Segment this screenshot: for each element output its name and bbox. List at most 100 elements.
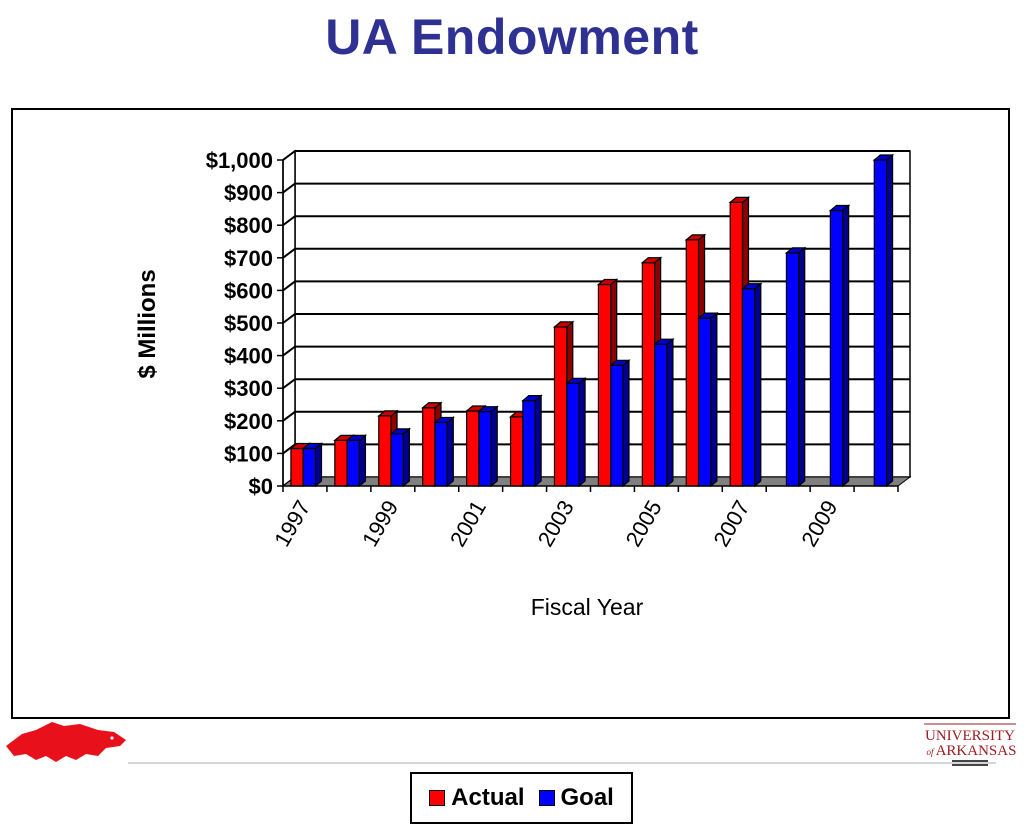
y-tick-label: $500 (224, 311, 273, 336)
x-tick-label: 2001 (445, 496, 491, 551)
bar-side-goal (798, 246, 806, 488)
legend-label-goal: Goal (560, 784, 614, 811)
x-tick-label: 1997 (269, 496, 315, 551)
y-tick-label: $0 (249, 474, 273, 499)
bar-side-goal (622, 359, 630, 488)
bar-side-goal (534, 394, 542, 488)
chart-frame: $ Millions Fiscal Year $0 $100 $200 $300 $40… (11, 108, 1010, 824)
bar-top-goal (872, 154, 895, 161)
legend-label-actual: Actual (451, 784, 525, 811)
ua-logo-text-of: of (926, 747, 935, 757)
bar-goal (873, 159, 888, 487)
bar-goal (741, 288, 756, 487)
bar-actual (685, 239, 700, 487)
bar-top-goal (784, 247, 807, 254)
legend-swatch-goal (538, 790, 555, 806)
bar-actual (378, 415, 392, 487)
bar-side-goal (842, 204, 850, 488)
bar-top-goal (609, 359, 631, 366)
ua-logo-text-top: UNIVERSITY (925, 728, 1015, 744)
bar-actual (729, 201, 744, 487)
y-tick-label: $200 (224, 409, 273, 434)
bar-actual (641, 262, 656, 487)
bar-side-goal (314, 442, 323, 488)
bar-goal (829, 209, 844, 487)
bar-goal (785, 252, 800, 487)
bar-side-goal (885, 153, 894, 488)
bar-top-goal (696, 312, 719, 319)
bar-top-actual (377, 410, 399, 417)
footer-rule (128, 762, 996, 764)
y-axis-title: $ Millions (134, 269, 161, 378)
y-tick-label: $1,000 (206, 148, 273, 173)
bar-top-goal (301, 442, 324, 450)
chart-svg: $ Millions Fiscal Year $0 $100 $200 $300 $40… (134, 148, 912, 620)
bar-goal (654, 343, 668, 487)
bar-top-actual (640, 257, 663, 264)
legend-swatch-actual (429, 790, 446, 806)
bar-top-goal (652, 338, 675, 345)
page-title: UA Endowment (325, 9, 699, 65)
x-tick-label: 2005 (621, 496, 667, 551)
x-tick-label: 2009 (796, 496, 842, 551)
legend-item-actual: Actual (429, 784, 525, 812)
bar-goal (610, 364, 624, 487)
bar-top-goal (389, 428, 412, 435)
bar-goal (566, 382, 580, 487)
y-tick-label: $700 (224, 246, 273, 271)
bar-side-goal (402, 427, 410, 488)
bar-actual (553, 326, 568, 487)
ua-logo-text-bottom: ARKANSAS (936, 743, 1017, 759)
y-tick-label: $100 (224, 441, 273, 466)
bar-top-actual (552, 321, 575, 328)
bar-goal (390, 433, 404, 487)
bar-top-goal (565, 377, 587, 384)
bar-side-goal (754, 282, 762, 488)
chart-legend: Actual Goal (410, 772, 633, 824)
x-tick-label: 2007 (708, 496, 754, 551)
y-tick-label: $800 (224, 213, 273, 238)
bar-actual (422, 407, 436, 487)
y-tick-label: $300 (224, 376, 273, 401)
bar-side-goal (358, 434, 367, 488)
bar-actual (466, 410, 480, 487)
bar-side-goal (490, 405, 498, 488)
bar-goal (434, 421, 448, 487)
gridline (282, 182, 910, 194)
plot-area: $0 $100 $200 $300 $400 $500 $600 $700 $800 $900 $1… (206, 148, 912, 551)
y-tick-label: $600 (224, 278, 273, 303)
x-tick-label: 1999 (357, 496, 403, 551)
bar-side-goal (578, 377, 586, 488)
razorback-logo (6, 722, 126, 762)
bar-actual (597, 283, 612, 487)
legend-item-goal: Goal (538, 784, 614, 812)
bar-top-goal (740, 283, 763, 290)
bar-top-actual (421, 402, 443, 409)
bar-top-goal (345, 434, 368, 441)
bar-goal (302, 447, 317, 487)
bar-actual (334, 439, 348, 487)
y-tick-label: $400 (224, 344, 273, 369)
bar-side-goal (666, 337, 674, 488)
y-tick-label: $900 (224, 181, 273, 206)
bar-top-goal (521, 394, 543, 402)
gridline (282, 215, 910, 226)
bar-goal (697, 317, 712, 487)
bar-top-actual (596, 278, 619, 286)
bar-goal (346, 439, 361, 487)
x-tick-label: 2003 (533, 496, 579, 551)
bar-top-goal (828, 204, 851, 212)
bar-side-goal (710, 311, 718, 488)
bar-top-goal (433, 416, 455, 424)
bar-top-goal (477, 406, 499, 413)
bar-actual (290, 447, 304, 487)
bar-top-actual (728, 196, 751, 203)
bar-side-goal (446, 416, 454, 488)
bar-actual (509, 416, 524, 487)
bar-goal (522, 399, 536, 487)
bar-top-actual (684, 234, 707, 241)
plot-floor (281, 476, 912, 487)
x-axis-title: Fiscal Year (531, 594, 644, 620)
gridline (282, 150, 910, 161)
bar-goal (478, 411, 492, 487)
